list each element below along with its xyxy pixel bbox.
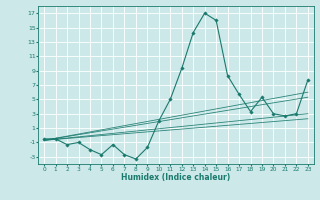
X-axis label: Humidex (Indice chaleur): Humidex (Indice chaleur) xyxy=(121,173,231,182)
